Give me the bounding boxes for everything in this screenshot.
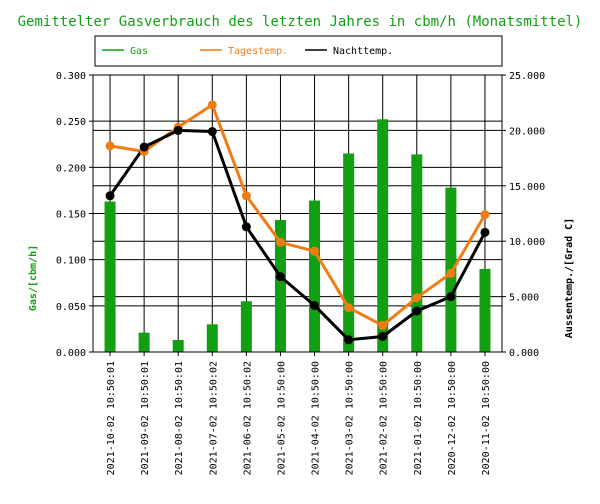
x-tick-label: 2020-12-02 10:50:00 <box>447 361 458 475</box>
gas-bars <box>104 119 491 352</box>
x-tick-label: 2021-10-02 10:50:01 <box>106 361 117 475</box>
day-temp-line <box>109 103 487 327</box>
night-temp-point <box>412 306 422 316</box>
day-temp-point <box>310 246 320 256</box>
night-temp-point <box>105 191 115 201</box>
day-temp-point <box>412 293 422 303</box>
legend-label: Gas <box>130 46 148 57</box>
gas-bar <box>411 154 423 352</box>
grid <box>93 74 502 353</box>
y2-tick-label: 15.000 <box>509 182 545 193</box>
y-tick-label: 0.050 <box>56 302 86 313</box>
x-tick-label: 2021-05-02 10:50:00 <box>276 361 287 475</box>
night-temp-point <box>241 222 251 232</box>
night-temp-point <box>480 227 490 237</box>
y2-tick-label: 25.000 <box>509 71 545 82</box>
legend-label: Tagestemp. <box>228 46 288 57</box>
day-temp-point <box>207 100 217 110</box>
day-temp-point <box>378 320 388 330</box>
x-tick-label: 2021-04-02 10:50:00 <box>311 361 322 475</box>
legend-label: Nachttemp. <box>333 46 393 57</box>
y-tick-label: 0.200 <box>56 163 86 174</box>
x-tick-label: 2021-07-02 10:50:02 <box>208 361 219 475</box>
y2-tick-label: 20.000 <box>509 126 545 137</box>
y2-axis-label: Aussentemp./[Grad C] <box>564 218 575 338</box>
x-tick-label: 2021-09-02 10:50:01 <box>140 361 151 475</box>
night-temp-point <box>446 292 456 302</box>
gas-bar <box>274 219 286 352</box>
y-tick-label: 0.000 <box>56 348 86 359</box>
gas-bar <box>309 200 321 352</box>
gas-bar <box>240 301 252 352</box>
night-temp-line <box>108 128 487 342</box>
y2-tick-label: 0.000 <box>509 348 539 359</box>
gas-bar <box>172 339 184 352</box>
gas-bar <box>343 153 355 352</box>
temperature-lines <box>105 100 490 345</box>
x-tick-label: 2020-11-02 10:50:00 <box>481 361 492 475</box>
legend: Gas Tagestemp. Nachttemp. <box>94 35 503 67</box>
night-temp-point <box>378 331 388 341</box>
y2-tick-label: 5.000 <box>509 293 539 304</box>
x-tick-label: 2021-06-02 10:50:02 <box>242 361 253 475</box>
legend-box <box>94 35 503 67</box>
axes: 0.000 0.050 0.100 0.150 0.200 0.250 0.300 0.000… <box>56 71 545 475</box>
gas-bar <box>206 324 218 352</box>
x-tick-label: 2021-03-02 10:50:00 <box>345 361 356 475</box>
day-temp-point <box>480 210 490 220</box>
gas-bar <box>377 119 389 352</box>
night-temp-point <box>139 142 149 152</box>
night-temp-point <box>207 127 217 137</box>
x-tick-label: 2021-01-02 10:50:00 <box>413 361 424 475</box>
night-temp-point <box>275 272 285 282</box>
day-temp-point <box>241 191 251 201</box>
y-tick-label: 0.300 <box>56 71 86 82</box>
x-tick-label: 2021-02-02 10:50:00 <box>379 361 390 475</box>
x-tick-label: 2021-08-02 10:50:01 <box>174 361 185 475</box>
gas-bar <box>104 201 116 352</box>
gas-bar <box>479 268 491 352</box>
night-temp-point <box>344 335 354 345</box>
night-temp-point <box>173 125 183 135</box>
gas-bar <box>138 332 150 352</box>
day-temp-point <box>105 141 115 151</box>
y-tick-label: 0.250 <box>56 117 86 128</box>
y-axis-label: Gas/[cbm/h] <box>28 245 39 311</box>
day-temp-point <box>344 303 354 313</box>
chart-title: Gemittelter Gasverbrauch des letzten Jah… <box>18 14 583 30</box>
day-temp-point <box>275 237 285 247</box>
y-tick-label: 0.150 <box>56 210 86 221</box>
day-temp-point <box>446 268 456 278</box>
y2-tick-label: 10.000 <box>509 237 545 248</box>
y-tick-label: 0.100 <box>56 256 86 267</box>
night-temp-point <box>310 300 320 310</box>
